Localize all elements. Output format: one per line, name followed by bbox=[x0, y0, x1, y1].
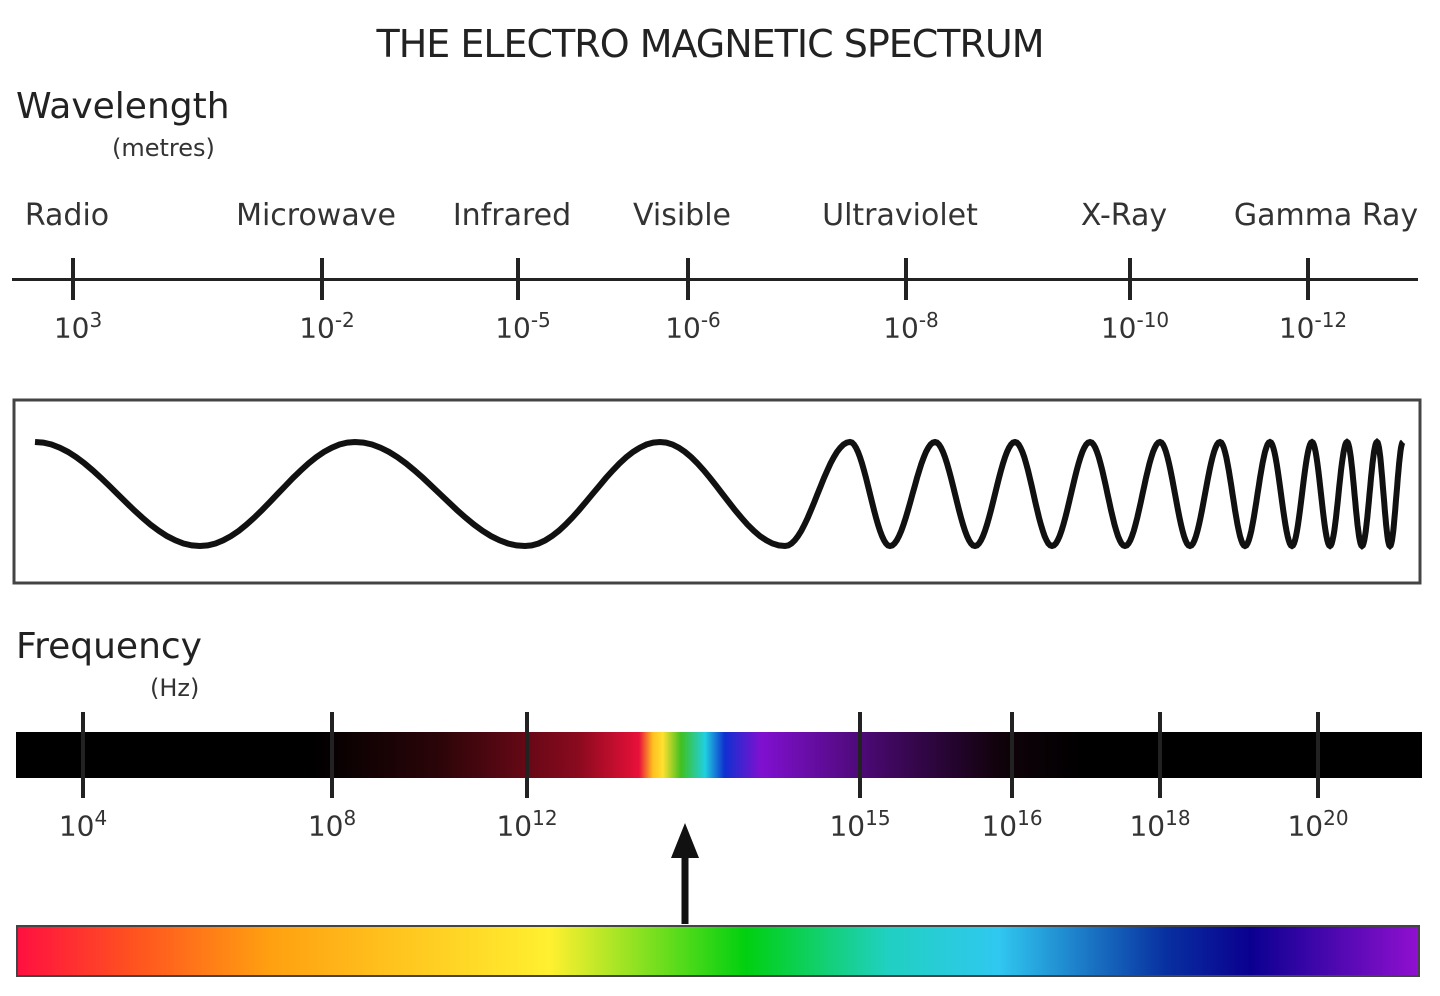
band-label: Gamma Ray bbox=[1233, 198, 1419, 233]
wavelength-tick bbox=[320, 258, 324, 300]
frequency-tick bbox=[858, 712, 862, 798]
band-label: Ultraviolet bbox=[822, 198, 978, 233]
wavelength-value: 10-6 bbox=[665, 308, 721, 345]
frequency-tick bbox=[1316, 712, 1320, 798]
band-label: Radio bbox=[24, 198, 110, 233]
wavelength-tick bbox=[71, 258, 75, 300]
frequency-tick bbox=[81, 712, 85, 798]
frequency-tick bbox=[525, 712, 529, 798]
frequency-tick bbox=[1010, 712, 1014, 798]
band-label: Microwave bbox=[236, 198, 396, 233]
wavelength-value: 10-10 bbox=[1100, 308, 1170, 345]
frequency-tick bbox=[330, 712, 334, 798]
wavelength-tick bbox=[516, 258, 520, 300]
frequency-value: 108 bbox=[307, 806, 357, 843]
wavelength-value: 103 bbox=[53, 308, 103, 345]
arrow-up-icon bbox=[671, 823, 699, 858]
wavelength-unit: (metres) bbox=[112, 134, 215, 162]
band-label: Infrared bbox=[452, 198, 572, 233]
wavelength-tick bbox=[1306, 258, 1310, 300]
wavelength-tick bbox=[686, 258, 690, 300]
wavelength-value: 10-12 bbox=[1278, 308, 1348, 345]
wavelength-value: 10-8 bbox=[883, 308, 939, 345]
wavelength-heading: Wavelength bbox=[16, 86, 230, 127]
wave-line bbox=[34, 438, 1406, 550]
frequency-heading: Frequency bbox=[16, 626, 202, 667]
frequency-unit: (Hz) bbox=[150, 674, 200, 702]
band-label: Visible bbox=[633, 198, 731, 233]
frequency-value: 104 bbox=[58, 806, 108, 843]
diagram-title: THE ELECTRO MAGNETIC SPECTRUM bbox=[376, 22, 1044, 66]
frequency-tick bbox=[1158, 712, 1162, 798]
band-label: X-Ray bbox=[1080, 198, 1168, 233]
frequency-value: 1012 bbox=[496, 806, 558, 843]
frequency-value: 1015 bbox=[829, 806, 891, 843]
wavelength-axis bbox=[12, 278, 1418, 281]
frequency-bar bbox=[16, 732, 1422, 778]
wave-box bbox=[12, 398, 1422, 585]
wavelength-tick bbox=[904, 258, 908, 300]
wavelength-value: 10-5 bbox=[495, 308, 551, 345]
frequency-value: 1020 bbox=[1287, 806, 1349, 843]
visible-spectrum-bar bbox=[16, 925, 1420, 977]
frequency-value: 1018 bbox=[1129, 806, 1191, 843]
wavelength-value: 10-2 bbox=[299, 308, 355, 345]
frequency-value: 1016 bbox=[981, 806, 1043, 843]
wavelength-tick bbox=[1128, 258, 1132, 300]
